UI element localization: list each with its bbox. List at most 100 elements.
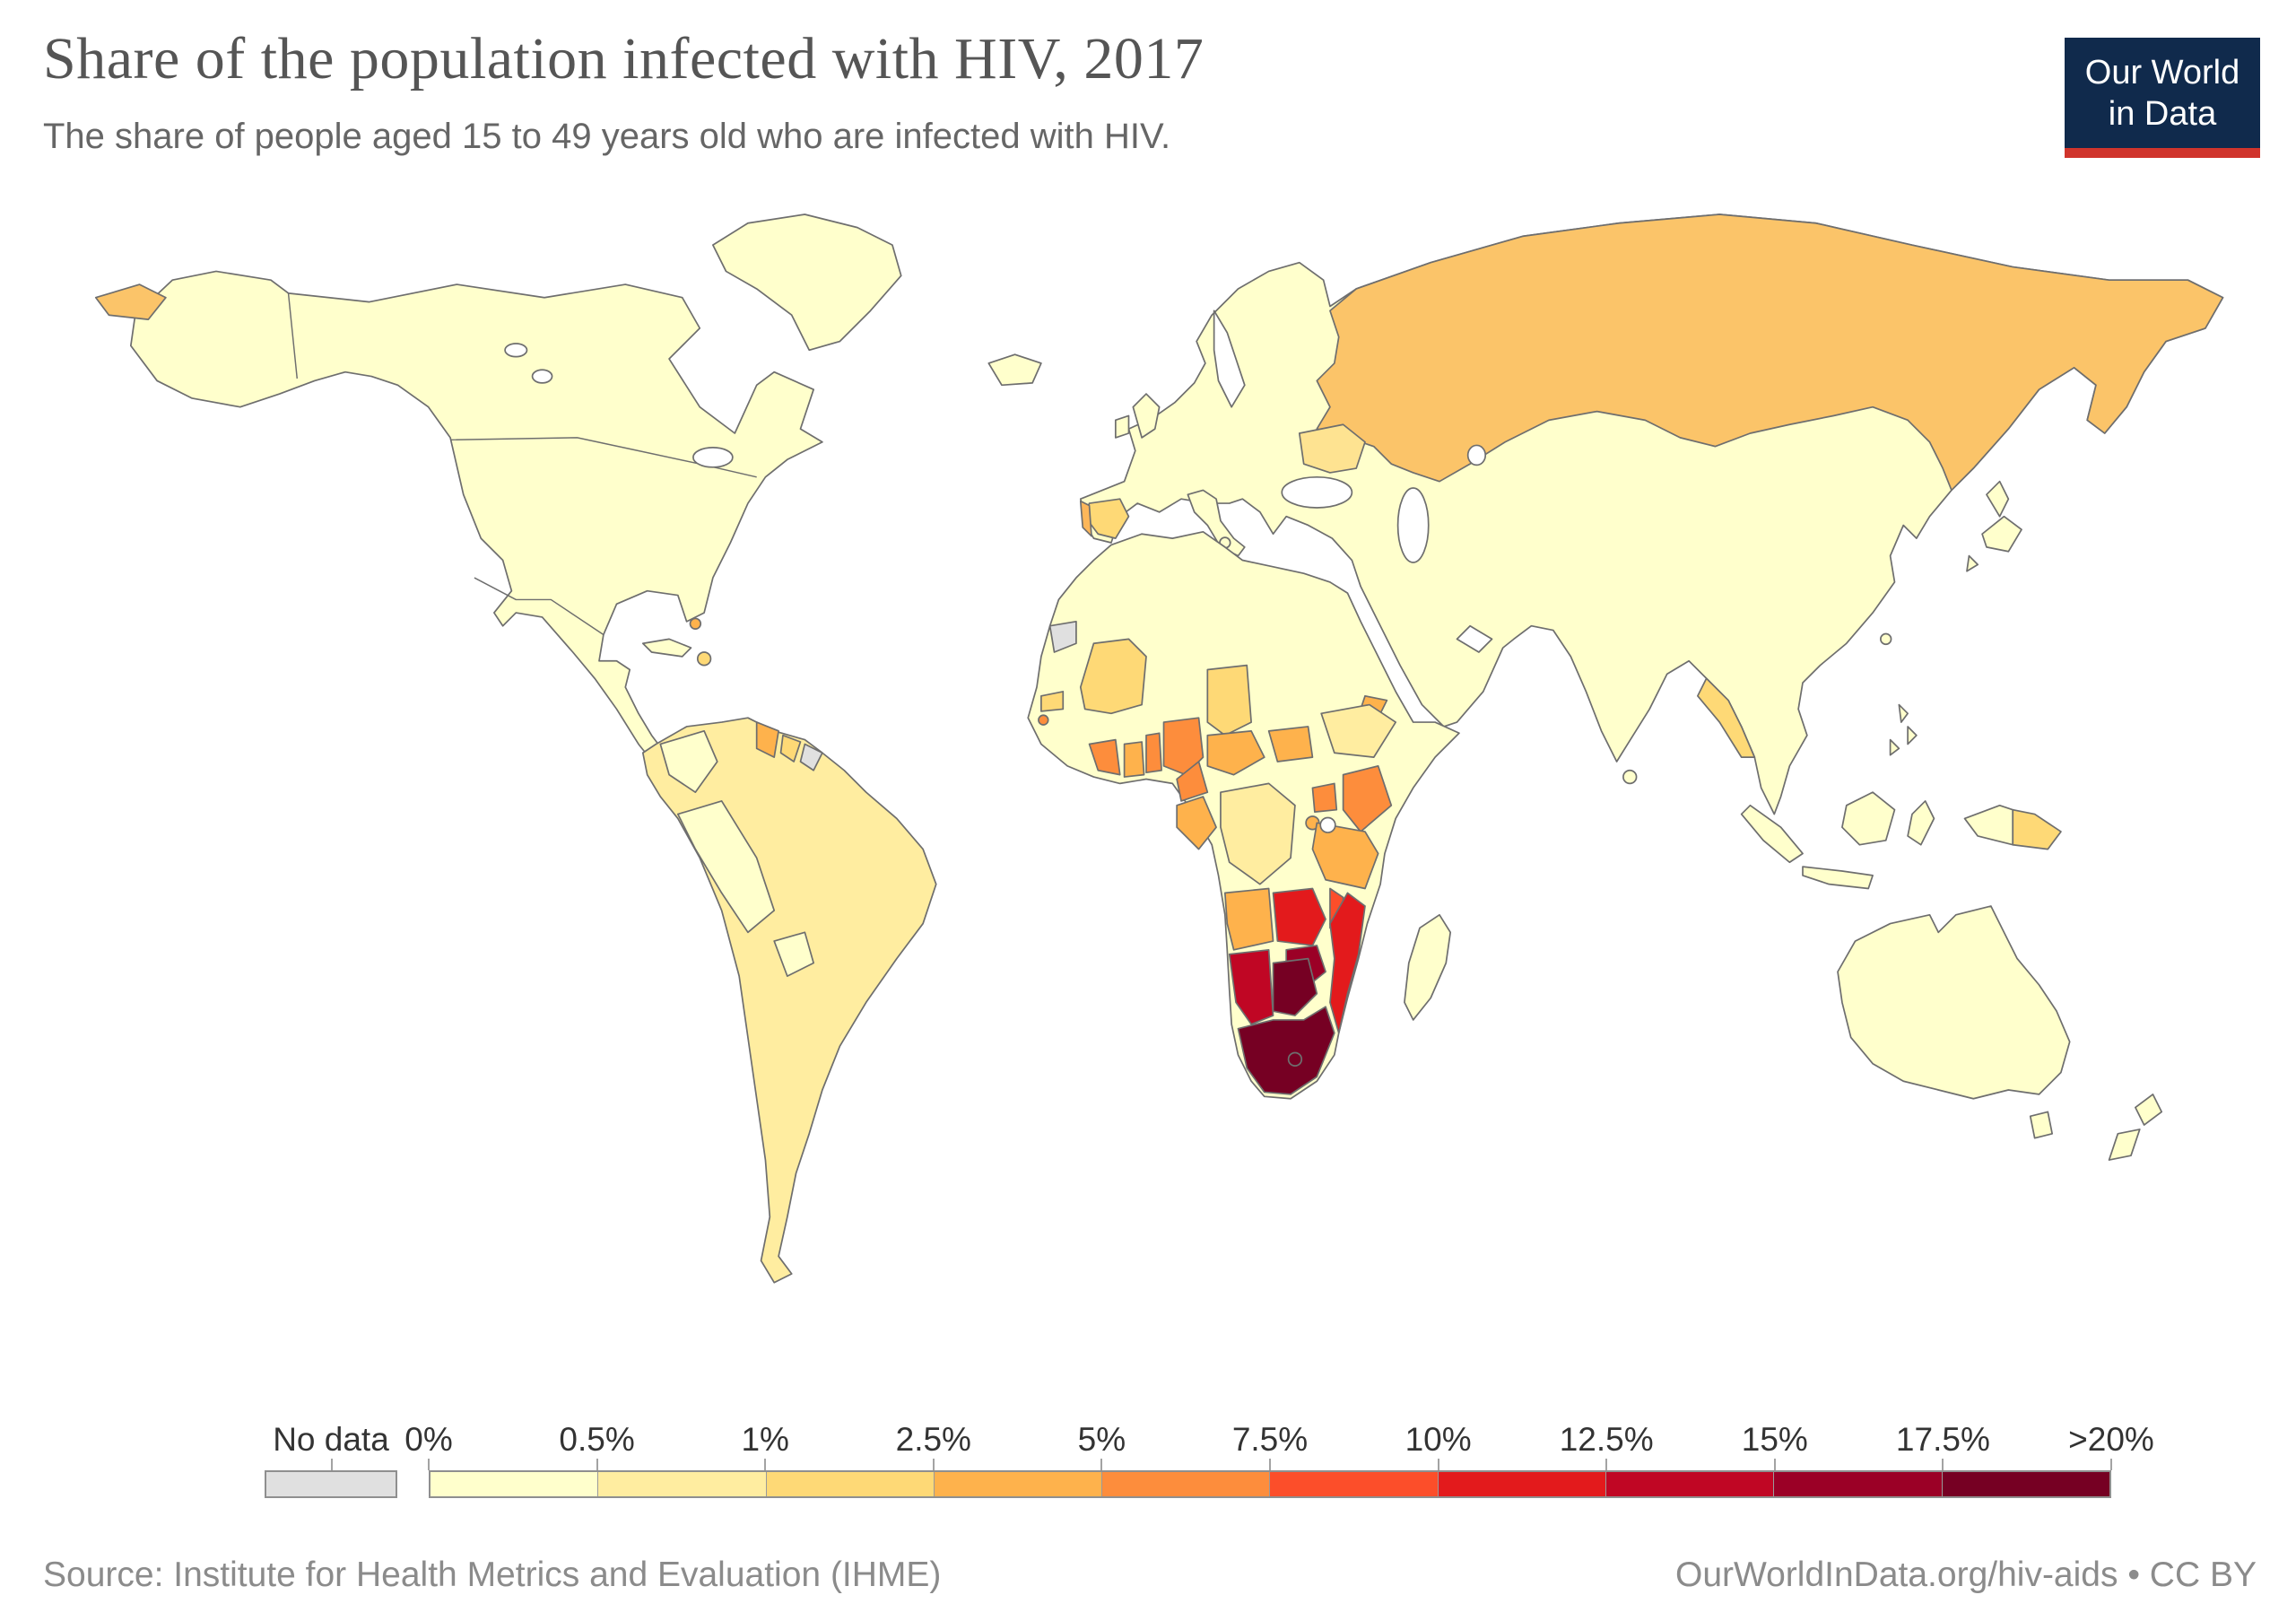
region-dr-congo[interactable] [1220, 782, 1296, 885]
legend-no-data-tick [331, 1459, 333, 1470]
legend-tick-label: 17.5% [1895, 1421, 1990, 1458]
region-chad[interactable] [1206, 664, 1252, 736]
region-hispaniola[interactable] [696, 651, 712, 667]
region-mali[interactable] [1079, 638, 1147, 715]
region-indonesia[interactable] [1740, 791, 2014, 890]
region-namibia[interactable] [1228, 948, 1274, 1025]
page-title: Share of the population infected with HI… [43, 26, 1205, 92]
legend-ticks [428, 1459, 2112, 1470]
legend-tick-label: 12.5% [1559, 1421, 1654, 1458]
region-ukraine[interactable] [1298, 423, 1366, 474]
region-taiwan[interactable] [1880, 632, 1892, 646]
legend-bin[interactable] [430, 1472, 598, 1496]
legend-bin[interactable] [597, 1472, 766, 1496]
region-kenya[interactable] [1342, 765, 1393, 832]
legend-no-data-group: No data [265, 1421, 397, 1507]
legend-tick-label: 0% [404, 1421, 453, 1458]
region-north-america[interactable] [129, 270, 823, 767]
region-peru-bolivia[interactable] [676, 800, 776, 934]
region-cameroon[interactable] [1176, 761, 1209, 802]
region-mozambique[interactable] [1329, 892, 1366, 1034]
legend-tick-mark [2110, 1459, 2112, 1470]
region-senegal[interactable] [1040, 691, 1065, 712]
legend-tick-mark [1437, 1459, 1439, 1470]
region-togo-benin[interactable] [1145, 732, 1162, 774]
region-new-zealand[interactable] [2108, 1094, 2163, 1161]
region-central-african-republic[interactable] [1206, 729, 1265, 776]
legend-bin[interactable] [1773, 1472, 1942, 1496]
region-greenland[interactable] [712, 214, 902, 352]
legend-labels: 0% 0.5% 1% 2.5% 5% 7.5% 10% 12.5% 15% 17.5% >20% [404, 1421, 2154, 1458]
legend-tick-mark [1269, 1459, 1271, 1470]
region-uganda[interactable] [1311, 782, 1338, 813]
legend-tick-label: 1% [741, 1421, 789, 1458]
legend-bin[interactable] [1941, 1472, 2109, 1496]
region-guyana[interactable] [755, 721, 779, 758]
region-tanzania[interactable] [1311, 822, 1379, 890]
legend-bin[interactable] [1605, 1472, 1774, 1496]
region-chukotka-fragment[interactable] [94, 283, 167, 320]
legend-tick-label: 5% [1077, 1421, 1126, 1458]
source-note: Source: Institute for Health Metrics and… [43, 1556, 942, 1594]
legend-bin[interactable] [1101, 1472, 1270, 1496]
region-italy[interactable] [1187, 489, 1246, 557]
region-sri-lanka[interactable] [1622, 769, 1638, 785]
region-south-america[interactable] [641, 717, 937, 1284]
world-choropleth-map [52, 170, 2240, 1353]
legend-bin[interactable] [765, 1472, 934, 1496]
region-uk[interactable] [1132, 393, 1161, 439]
legend-tick-mark [596, 1459, 598, 1470]
region-madagascar[interactable] [1404, 913, 1452, 1021]
legend-no-data-swatch[interactable] [265, 1470, 397, 1498]
region-russia[interactable] [1316, 214, 2224, 492]
legend-tick-mark [428, 1459, 430, 1470]
legend-tick-mark [1773, 1459, 1776, 1470]
region-south-africa[interactable] [1237, 1006, 1335, 1095]
map-legend: No data 0% 0.5% 1% 2.5% 5% 7.5% 10% 12.5% 15% 17.… [0, 1421, 2296, 1507]
region-bahamas[interactable] [689, 617, 702, 630]
region-ghana[interactable] [1123, 741, 1145, 778]
region-papua-new-guinea[interactable] [2012, 808, 2062, 850]
region-colombia-ecuador[interactable] [659, 729, 718, 794]
region-suriname[interactable] [779, 734, 802, 763]
legend-tick-label: 7.5% [1231, 1421, 1309, 1458]
region-western-sahara[interactable] [1048, 620, 1077, 653]
license-link[interactable]: OurWorldInData.org/hiv-aids • CC BY [1675, 1556, 2257, 1594]
region-ethiopia[interactable] [1320, 703, 1397, 758]
region-south-sudan[interactable] [1267, 726, 1314, 763]
region-australia[interactable] [1837, 905, 2071, 1100]
region-philippines[interactable] [1889, 703, 1918, 756]
region-guinea-bissau[interactable] [1038, 714, 1049, 726]
legend-bin[interactable] [1437, 1472, 1606, 1496]
legend-tick-mark [764, 1459, 767, 1470]
legend-color-bar [429, 1470, 2111, 1498]
region-ireland[interactable] [1114, 414, 1130, 439]
legend-bin[interactable] [933, 1472, 1102, 1496]
border-us-canada [287, 292, 757, 478]
legend-tick-mark [1605, 1459, 1608, 1470]
region-gabon-congo[interactable] [1176, 796, 1217, 850]
legend-tick-mark [932, 1459, 935, 1470]
legend-bin[interactable] [1269, 1472, 1438, 1496]
region-portugal[interactable] [1079, 500, 1092, 537]
region-lesotho[interactable] [1287, 1051, 1303, 1068]
region-angola[interactable] [1223, 887, 1274, 951]
region-japan[interactable] [1966, 480, 2022, 572]
legend-tick-mark [1100, 1459, 1103, 1470]
region-myanmar-thailand[interactable] [1697, 677, 1756, 758]
region-botswana[interactable] [1272, 957, 1318, 1016]
region-paraguay[interactable] [773, 931, 814, 977]
region-iceland[interactable] [987, 353, 1042, 387]
legend-tick-label: >20% [2068, 1421, 2154, 1458]
legend-no-data-label: No data [273, 1421, 389, 1458]
page-subtitle: The share of people aged 15 to 49 years … [43, 117, 1171, 156]
region-tasmania[interactable] [2029, 1111, 2054, 1139]
region-cote-divoire[interactable] [1088, 738, 1121, 776]
legend-tick-label: 0.5% [559, 1421, 635, 1458]
region-french-guiana[interactable] [799, 743, 823, 771]
region-cuba[interactable] [641, 638, 692, 658]
inland-water [504, 309, 1493, 833]
region-zambia[interactable] [1272, 887, 1326, 946]
owid-logo-line2: in Data [2108, 95, 2217, 134]
owid-logo[interactable]: Our World in Data [2065, 38, 2260, 158]
